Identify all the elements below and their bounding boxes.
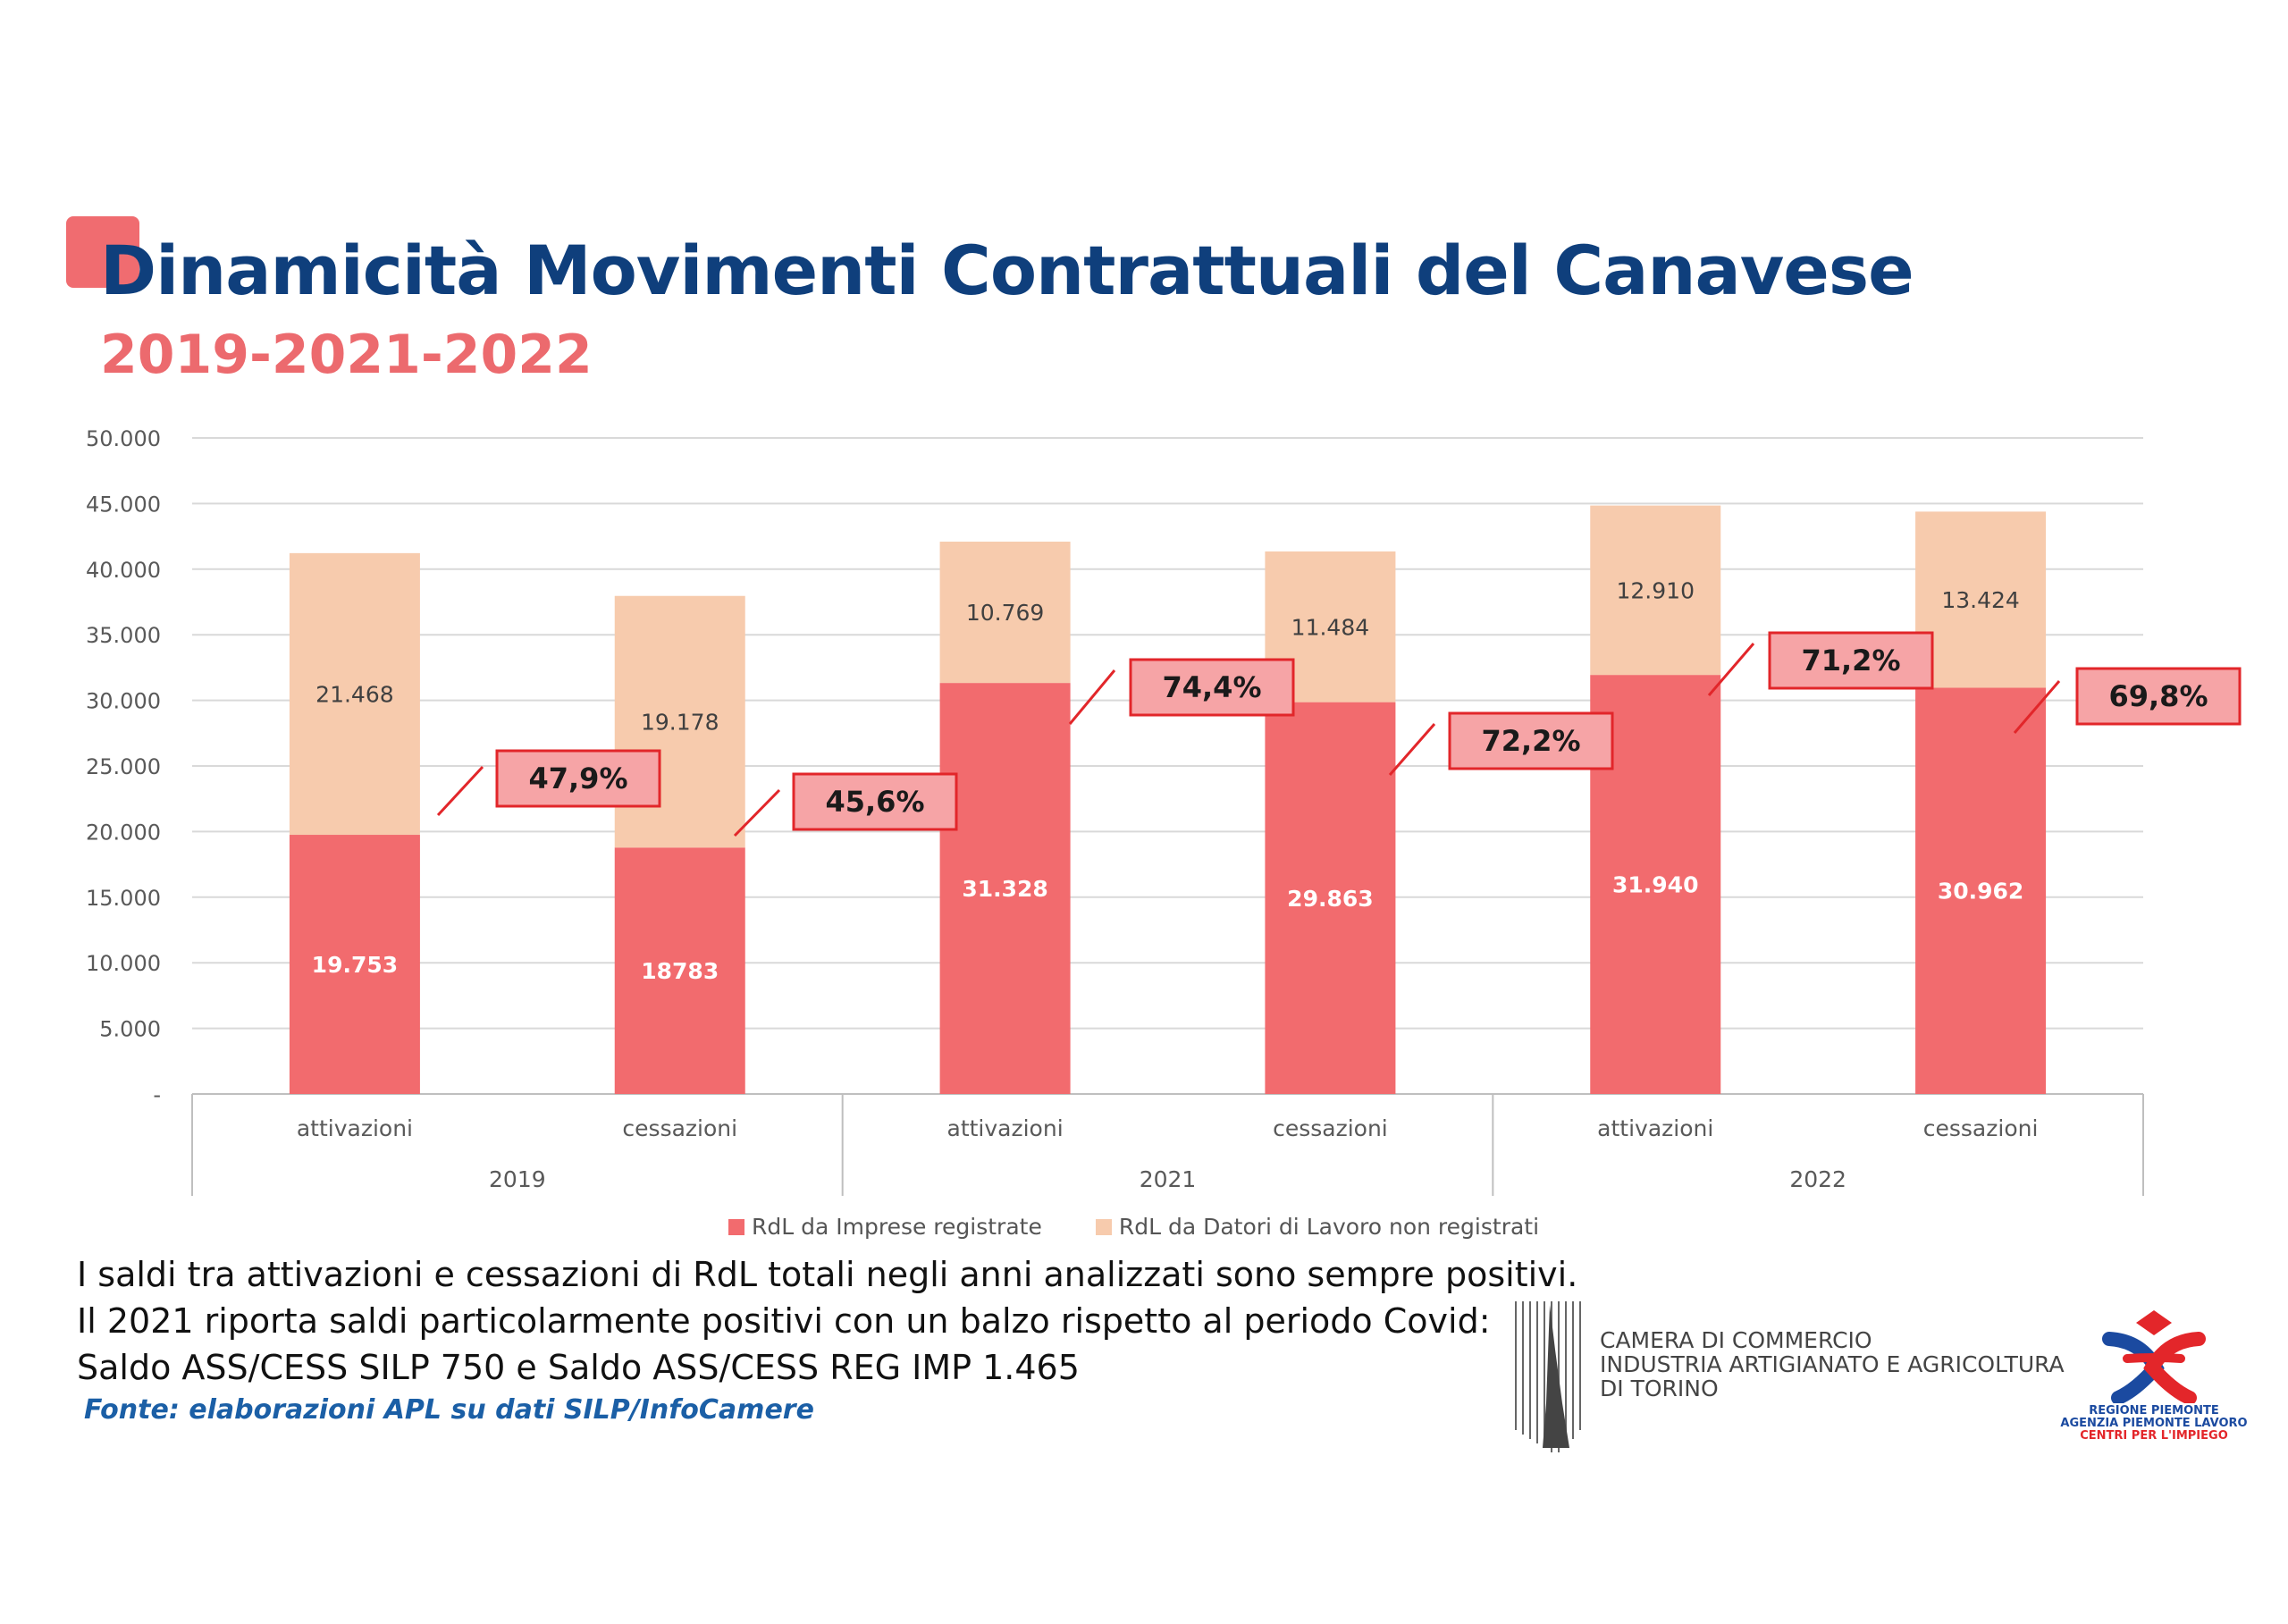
percent-callout-box (792, 772, 958, 831)
data-label-datori: 21.468 (315, 681, 393, 707)
data-label-datori: 10.769 (966, 600, 1044, 626)
percent-callout-label: 45,6% (825, 785, 924, 819)
percent-callout-box (1768, 631, 1934, 690)
y-tick-label: 15.000 (86, 886, 161, 911)
group-label: 2019 (489, 1166, 546, 1192)
bar-imprese (614, 847, 745, 1094)
percent-callout-label: 72,2% (1481, 724, 1580, 758)
bar-datori (1590, 505, 1721, 676)
bar-datori (1915, 511, 2047, 688)
category-label: cessazioni (622, 1115, 737, 1141)
bar-imprese (1265, 702, 1396, 1094)
notes-block: I saldi tra attivazioni e cessazioni di … (77, 1251, 1577, 1391)
legend-swatch-imprese (728, 1218, 744, 1235)
percent-callout-box (1448, 711, 1614, 770)
data-label-datori: 11.484 (1291, 614, 1369, 640)
bar-imprese (1915, 687, 2047, 1094)
regione-line-3: CENTRI PER L'IMPIEGO (2080, 1429, 2228, 1443)
data-label-imprese: 31.940 (1612, 872, 1698, 898)
data-label-datori: 19.178 (641, 709, 719, 735)
bar-datori (289, 552, 420, 836)
y-tick-label: 20.000 (86, 820, 161, 845)
category-label: attivazioni (947, 1115, 1064, 1141)
category-label: attivazioni (1597, 1115, 1713, 1141)
callout-leader-line (1707, 643, 1755, 696)
bar-imprese (289, 835, 420, 1094)
callout-leader-line (1068, 669, 1116, 725)
y-tick-label: 35.000 (86, 623, 161, 648)
legend-label-imprese: RdL da Imprese registrate (752, 1214, 1042, 1240)
percent-callout-label: 47,9% (528, 762, 627, 795)
bar-datori (939, 542, 1071, 684)
regione-logo-icon (2102, 1310, 2206, 1405)
legend-label-datori: RdL da Datori di Lavoro non registrati (1118, 1214, 1540, 1240)
bar-imprese (939, 683, 1071, 1094)
y-tick-label: - (153, 1082, 161, 1107)
category-label: cessazioni (1923, 1115, 2039, 1141)
y-tick-label: 25.000 (86, 754, 161, 779)
data-label-datori: 12.910 (1617, 577, 1695, 603)
regione-piemonte-logo: REGIONE PIEMONTE AGENZIA PIEMONTE LAVORO… (2056, 1305, 2252, 1448)
data-label-imprese: 31.328 (962, 876, 1047, 902)
percent-callout-label: 69,8% (2108, 679, 2208, 713)
data-label-datori: 13.424 (1941, 587, 2019, 613)
percent-callout-box (1129, 658, 1295, 717)
percent-callout-box (2075, 667, 2242, 726)
y-tick-label: 5.000 (99, 1017, 161, 1042)
data-label-imprese: 29.863 (1287, 886, 1373, 912)
legend-item-datori: RdL da Datori di Lavoro non registrati (1095, 1214, 1540, 1240)
title-accent-square (66, 216, 139, 288)
note-line-3: Saldo ASS/CESS SILP 750 e Saldo ASS/CESS… (77, 1348, 1080, 1387)
legend-swatch-datori (1095, 1218, 1112, 1235)
note-line-2: Il 2021 riporta saldi particolarmente po… (77, 1301, 1491, 1341)
y-tick-label: 40.000 (86, 558, 161, 583)
callout-leader-line (436, 765, 484, 817)
y-tick-label: 30.000 (86, 689, 161, 714)
legend-item-imprese: RdL da Imprese registrate (728, 1214, 1042, 1240)
page-subtitle: 2019-2021-2022 (100, 324, 593, 386)
group-label: 2021 (1140, 1166, 1197, 1192)
data-label-imprese: 30.962 (1938, 879, 2023, 905)
percent-callout-box (495, 749, 661, 808)
chart-legend: RdL da Imprese registrate RdL da Datori … (728, 1214, 1539, 1240)
y-tick-label: 10.000 (86, 951, 161, 976)
regione-line-2: AGENZIA PIEMONTE LAVORO (2060, 1417, 2248, 1430)
group-label: 2022 (1789, 1166, 1846, 1192)
cciaa-line-1: CAMERA DI COMMERCIO (1600, 1327, 1872, 1353)
regione-line-1: REGIONE PIEMONTE (2089, 1404, 2219, 1418)
cciaa-line-2: INDUSTRIA ARTIGIANATO E AGRICOLTURA (1600, 1351, 2065, 1377)
stacked-bar-chart: - 5.000 10.000 15.000 20.000 25.000 30.000 35.0… (86, 426, 2242, 1196)
category-label: cessazioni (1273, 1115, 1388, 1141)
y-tick-label: 45.000 (86, 492, 161, 517)
note-line-1: I saldi tra attivazioni e cessazioni di … (77, 1255, 1578, 1294)
cciaa-mole-icon (1515, 1301, 1581, 1452)
category-label: attivazioni (297, 1115, 413, 1141)
y-tick-label: 50.000 (86, 426, 161, 451)
cciaa-logo: CAMERA DI COMMERCIO INDUSTRIA ARTIGIANAT… (1510, 1296, 2065, 1457)
cciaa-line-3: DI TORINO (1600, 1376, 1719, 1401)
callout-leader-line (1388, 723, 1436, 776)
callout-leader-line (733, 788, 781, 837)
data-label-imprese: 19.753 (312, 952, 398, 978)
callout-leader-line (2013, 680, 2061, 734)
page-title: Dinamicità Movimenti Contrattuali del Ca… (100, 231, 1914, 310)
percent-callout-label: 74,4% (1162, 670, 1261, 704)
source-note: Fonte: elaborazioni APL su dati SILP/Inf… (84, 1394, 814, 1426)
data-label-imprese: 18783 (641, 958, 719, 984)
percent-callout-label: 71,2% (1801, 644, 1900, 677)
